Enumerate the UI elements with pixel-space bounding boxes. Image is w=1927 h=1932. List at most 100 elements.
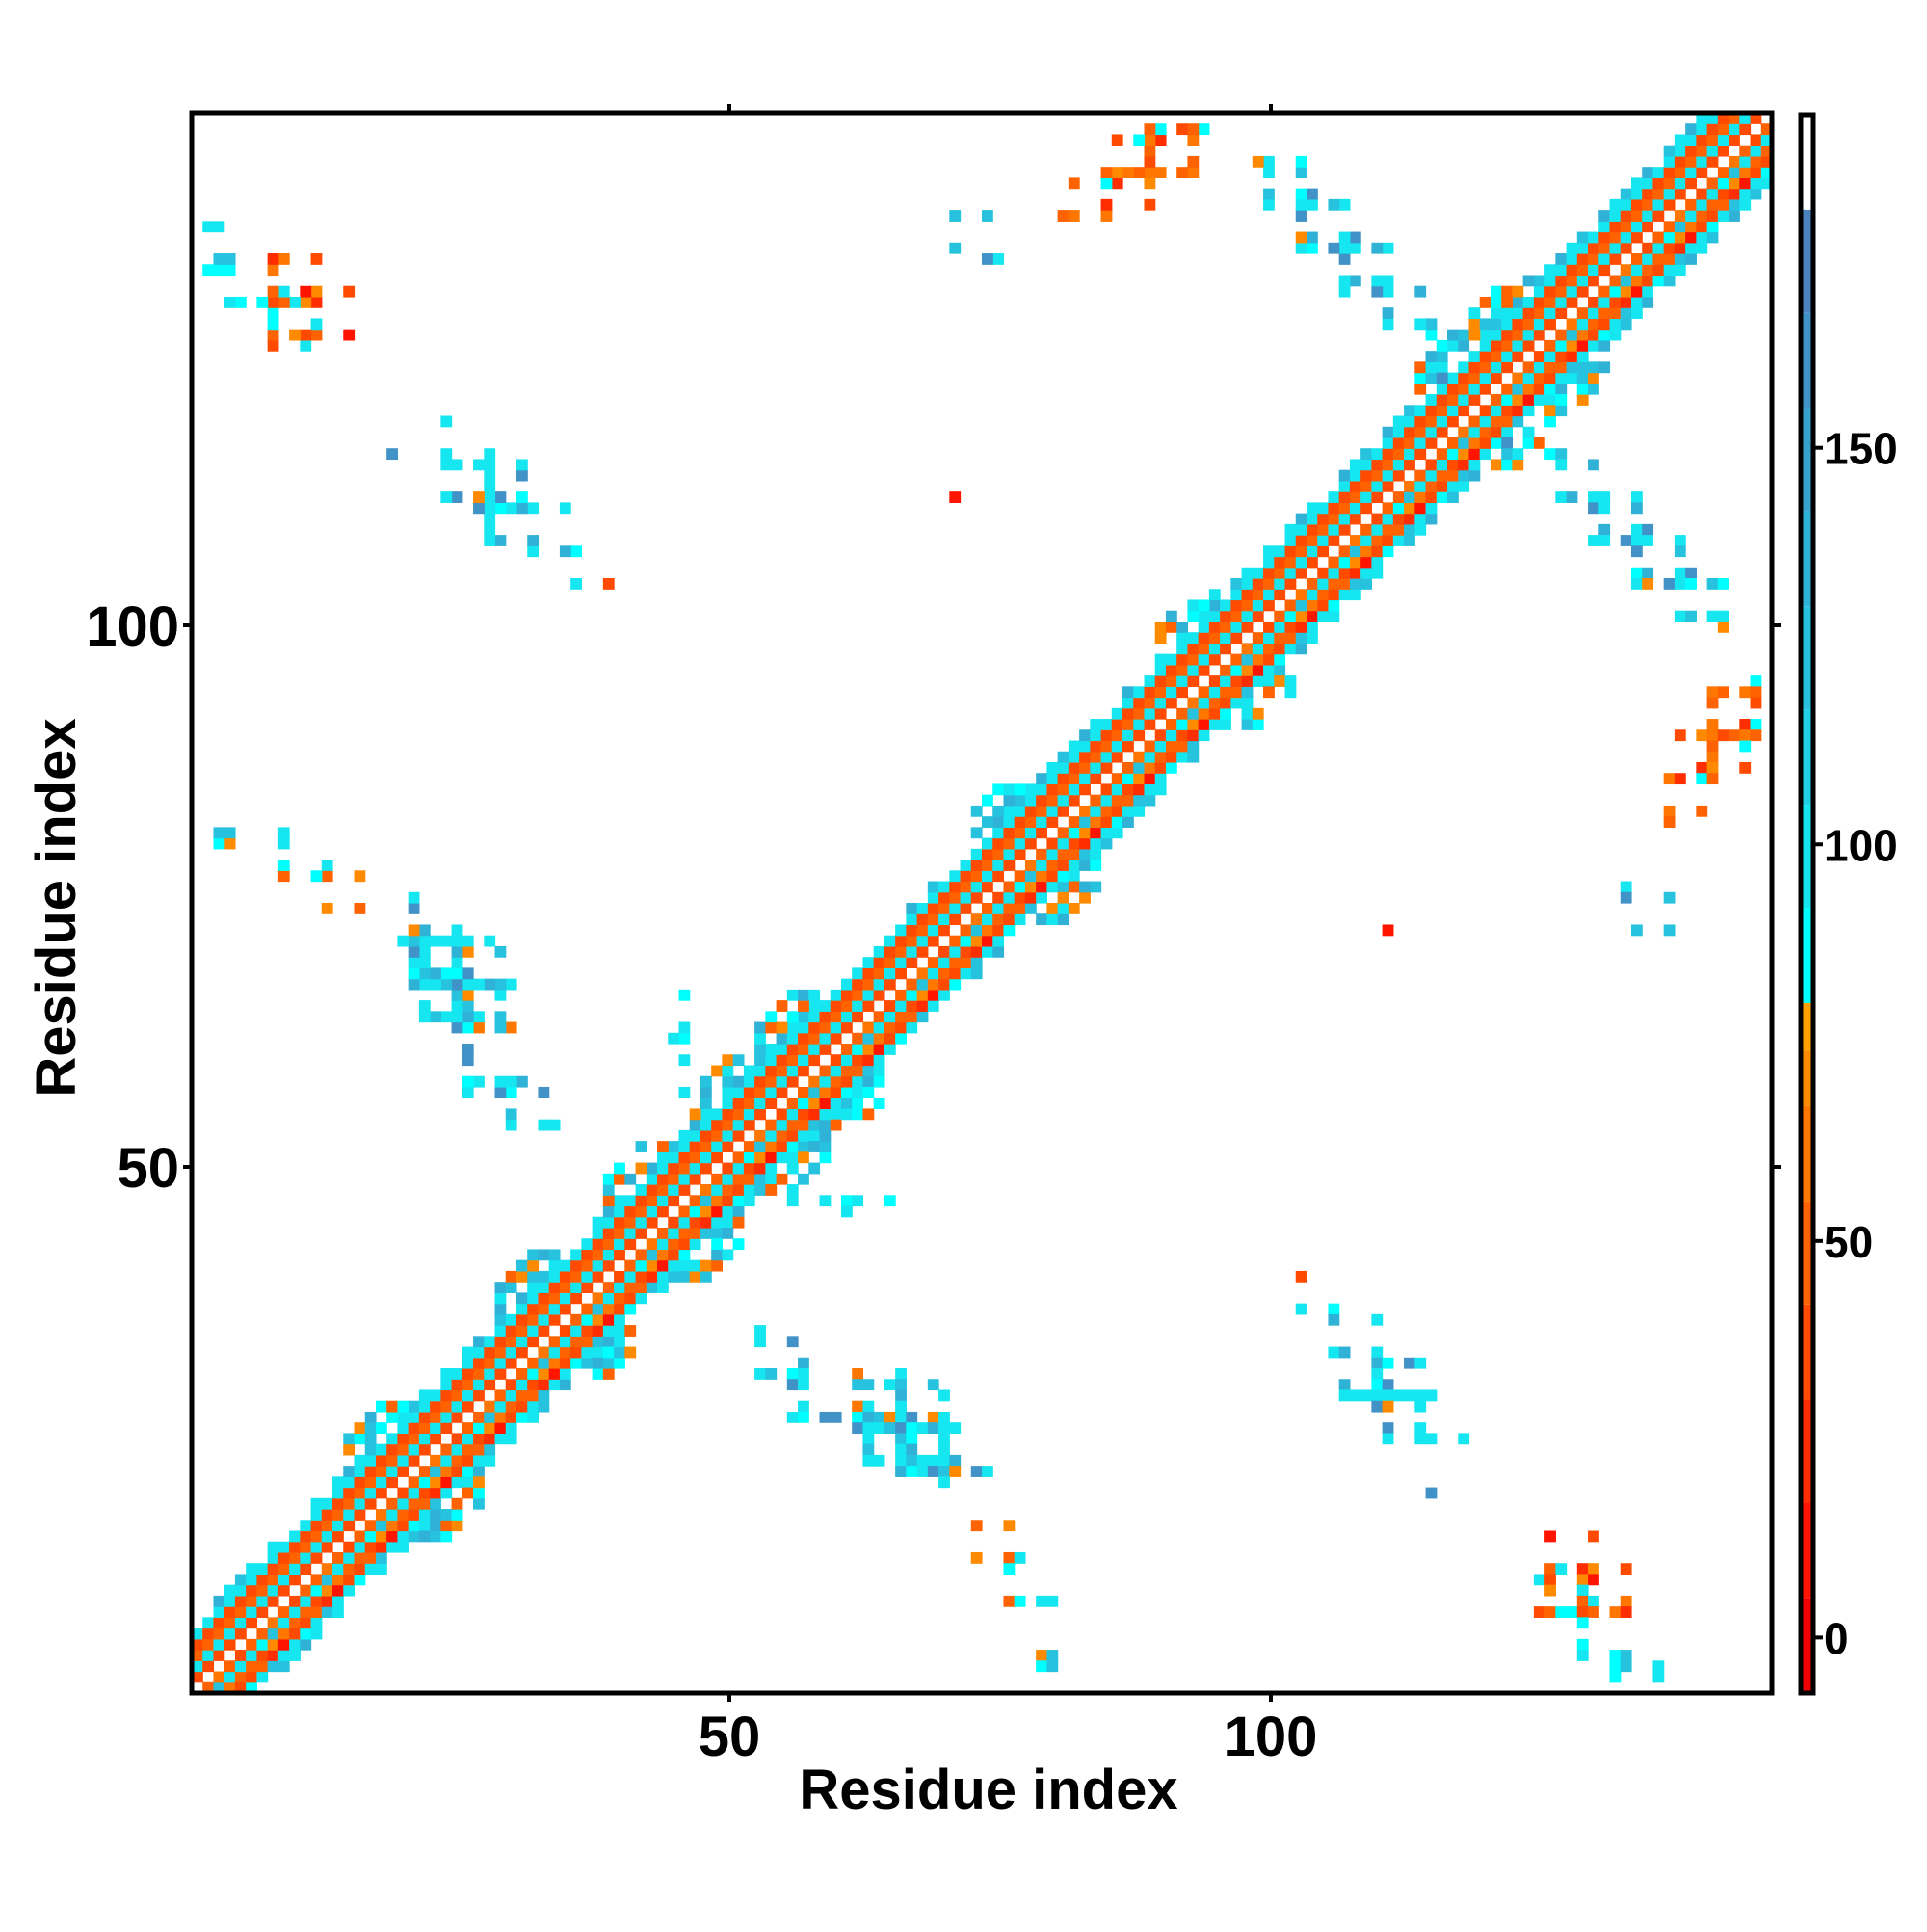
- contact-cell: [668, 1216, 680, 1229]
- contact-cell: [906, 957, 918, 968]
- contact-cell: [700, 1205, 712, 1218]
- contact-cell: [1220, 719, 1231, 730]
- contact-cell: [1566, 296, 1578, 308]
- contact-cell: [484, 1422, 496, 1435]
- contact-cell: [1729, 113, 1740, 124]
- contact-cell: [895, 1021, 907, 1034]
- contact-cell: [798, 1044, 809, 1055]
- contact-cell: [1609, 221, 1622, 233]
- contact-cell: [1512, 448, 1524, 461]
- contact-cell: [397, 1487, 409, 1499]
- contact-cell: [1176, 653, 1189, 666]
- contact-cell: [624, 1282, 637, 1293]
- contact-cell: [1404, 491, 1415, 503]
- contact-cell: [1014, 805, 1026, 817]
- contact-cell: [819, 1119, 832, 1131]
- contact-cell: [1696, 134, 1708, 146]
- contact-cell: [840, 1075, 853, 1088]
- contact-cell: [743, 1098, 755, 1110]
- contact-cell: [798, 1108, 809, 1121]
- contact-cell: [786, 1108, 799, 1121]
- contact-cell: [1436, 394, 1448, 406]
- contact-cell: [1555, 285, 1568, 298]
- contact-cell: [1068, 751, 1080, 763]
- contact-cell: [992, 935, 1005, 947]
- contact-cell: [808, 1000, 821, 1012]
- contact-cell: [1404, 535, 1415, 546]
- contact-cell: [1024, 805, 1037, 817]
- contact-cell: [1425, 502, 1438, 515]
- contact-cell: [798, 1119, 809, 1131]
- contact-cell: [1458, 339, 1470, 352]
- contact-cell: [1371, 275, 1384, 287]
- contact-cell: [1739, 686, 1752, 699]
- contact-cell: [1274, 578, 1286, 590]
- contact-cell: [819, 1151, 832, 1164]
- contact-cell: [473, 459, 485, 471]
- contact-cell: [1349, 1389, 1361, 1402]
- contact-cell: [1447, 394, 1459, 406]
- contact-cell: [484, 459, 496, 471]
- contact-cell: [722, 1227, 734, 1239]
- contact-cell: [624, 1238, 637, 1251]
- contact-cell: [1490, 339, 1502, 352]
- contact-cell: [1555, 296, 1568, 308]
- contact-cell: [1165, 740, 1177, 753]
- contact-cell: [581, 1357, 594, 1369]
- contact-cell: [1338, 253, 1351, 265]
- contact-cell: [1371, 545, 1384, 558]
- contact-cell: [830, 1000, 842, 1012]
- contact-cell: [1609, 198, 1622, 211]
- contact-cell: [1490, 307, 1502, 320]
- contact-cell: [515, 491, 528, 503]
- contact-cell: [1512, 339, 1524, 352]
- contact-cell: [343, 1563, 356, 1575]
- colorbar-step: [1801, 1050, 1813, 1106]
- contact-cell: [224, 1595, 236, 1607]
- contact-cell: [1468, 394, 1481, 406]
- contact-cell: [246, 1660, 257, 1673]
- contact-cell: [992, 827, 1005, 839]
- contact-cell: [1263, 198, 1275, 211]
- contact-cell: [1750, 167, 1762, 178]
- contact-cell: [451, 935, 463, 947]
- contact-cell: [689, 1108, 701, 1121]
- contact-cell: [581, 1282, 594, 1293]
- contact-cell: [927, 935, 939, 947]
- contact-cell: [1642, 578, 1654, 590]
- contact-cell: [1468, 415, 1481, 428]
- contact-cell: [711, 1195, 724, 1207]
- contact-cell: [646, 1282, 658, 1293]
- contact-cell: [808, 1054, 821, 1067]
- contact-cell: [1522, 361, 1535, 374]
- contact-cell: [1036, 773, 1047, 785]
- contact-cell: [289, 1563, 301, 1575]
- contact-cell: [1533, 437, 1545, 449]
- contact-cell: [364, 1563, 377, 1575]
- contact-cell: [938, 978, 950, 991]
- contact-cell: [1544, 372, 1556, 384]
- contact-cell: [473, 1389, 485, 1402]
- contact-cell: [451, 1368, 463, 1380]
- contact-cell: [1522, 437, 1535, 449]
- contact-cell: [808, 1032, 821, 1045]
- contact-cell: [1620, 891, 1632, 904]
- contact-cell: [1425, 426, 1438, 438]
- contact-cell: [1198, 621, 1210, 633]
- contact-cell: [515, 1270, 528, 1283]
- contact-cell: [1447, 339, 1459, 352]
- contact-cell: [884, 935, 896, 947]
- contact-cell: [884, 1411, 896, 1423]
- contact-cell: [1328, 567, 1340, 579]
- contact-cell: [321, 1520, 333, 1532]
- contact-cell: [1165, 697, 1177, 709]
- contact-cell: [884, 1379, 896, 1391]
- contact-cell: [548, 1259, 561, 1272]
- contact-cell: [527, 545, 540, 558]
- contact-cell: [267, 1628, 279, 1640]
- contact-cell: [224, 1628, 236, 1640]
- contact-cell: [1263, 567, 1275, 579]
- contact-cell: [1360, 480, 1372, 492]
- contact-cell: [451, 459, 463, 471]
- contact-cell: [1111, 729, 1123, 742]
